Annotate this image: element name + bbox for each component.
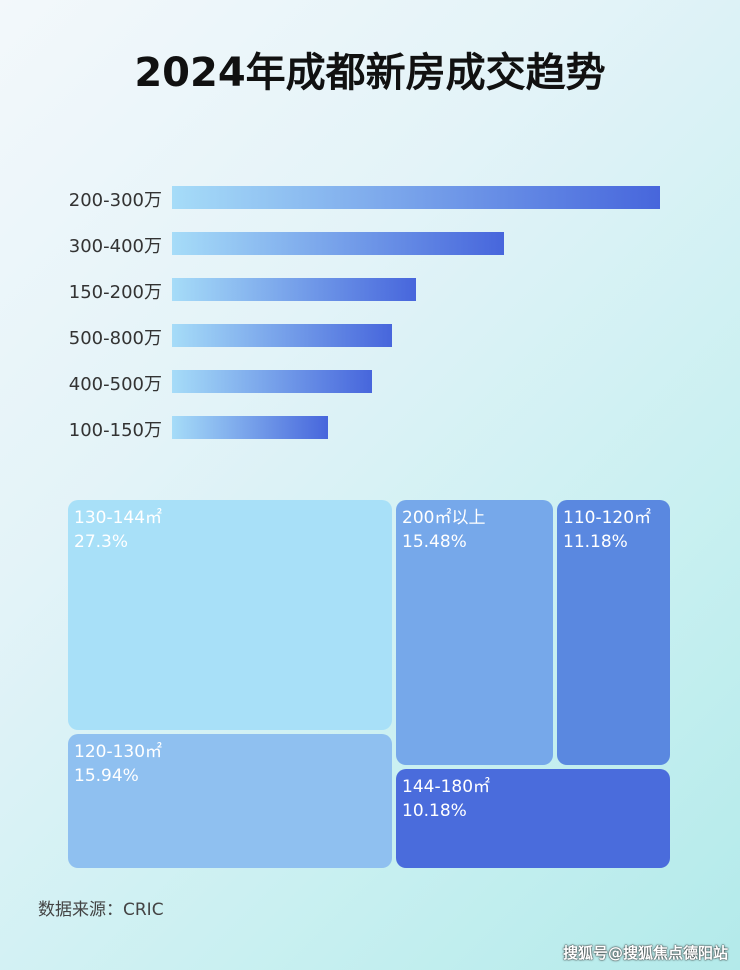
bar-label: 150-200万 [68,282,162,303]
bar [172,416,329,439]
cell-label: 120-130㎡ [74,742,163,762]
watermark: 搜狐号@搜狐焦点德阳站 [562,944,728,962]
chart-title: 2024年成都新房成交趋势 [134,50,606,96]
treemap-cell: 200㎡以上 15.48% [396,500,553,765]
treemap-cell: 130-144㎡ 27.3% [68,500,392,730]
cell-value: 27.3% [74,532,129,552]
cell-value: 15.94% [74,766,139,786]
bar [172,186,660,209]
cell-value: 15.48% [402,532,467,552]
bar-label: 200-300万 [68,190,162,211]
treemap-cell: 110-120㎡ 11.18% [557,500,670,765]
bar [172,324,392,347]
cell-label: 110-120㎡ [563,508,652,528]
bar-label: 300-400万 [68,236,162,257]
cell-label: 200㎡以上 [402,508,486,528]
bar-label: 400-500万 [68,374,162,395]
bar [172,370,373,393]
cell-value: 10.18% [402,801,467,821]
bar-label: 500-800万 [68,328,162,349]
cell-label: 130-144㎡ [74,508,163,528]
treemap-cell: 120-130㎡ 15.94% [68,734,392,868]
cell-label: 144-180㎡ [402,777,491,797]
cell-value: 11.18% [563,532,628,552]
data-source: 数据来源：CRIC [38,900,164,920]
bar-chart: 200-300万 300-400万 150-200万 500-800万 400-500万… [0,170,740,450]
bar [172,232,504,255]
bar-label: 100-150万 [68,420,162,441]
treemap-cell: 144-180㎡ 10.18% [396,769,670,868]
bar [172,278,416,301]
